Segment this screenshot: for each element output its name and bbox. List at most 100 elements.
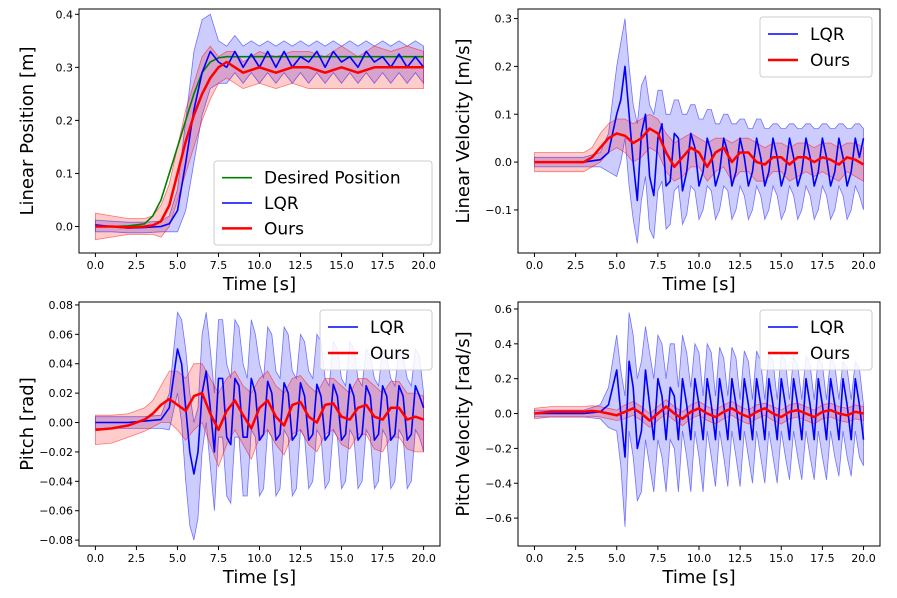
legend-box <box>213 160 433 246</box>
y-axis-label: Linear Velocity [m/s] <box>453 38 474 223</box>
x-tick-label: 0.0 <box>87 552 105 565</box>
y-tick-label: −0.02 <box>39 446 73 459</box>
series-line-ours <box>95 60 424 229</box>
x-tick-label: 5.0 <box>608 259 626 272</box>
y-tick-label: 0.3 <box>495 13 513 26</box>
y-tick-label: 0.06 <box>49 328 74 341</box>
x-tick-label: 20.0 <box>851 552 876 565</box>
plot-area <box>95 311 425 541</box>
x-tick-label: 20.0 <box>411 552 436 565</box>
x-tick-label: 2.5 <box>567 552 585 565</box>
subplot-3: 0.0 2.5 5.0 7.5 10.0 12.5 15.0 17.5 20.0 −0.08 −0.… <box>17 299 441 588</box>
x-tick-label: 20.0 <box>411 259 436 272</box>
legend: LQR Ours <box>319 309 433 371</box>
y-tick-label: −0.1 <box>485 204 512 217</box>
y-tick-label: 0.4 <box>56 8 74 21</box>
x-tick-label: 12.5 <box>288 552 313 565</box>
subplot-1: 0.0 2.5 5.0 7.5 10.0 12.5 15.0 17.5 20.0 0.0 0.1 0.… <box>17 8 441 295</box>
series-line-ours <box>95 391 425 432</box>
legend-label: LQR <box>810 25 845 45</box>
x-tick-label: 7.5 <box>210 552 228 565</box>
x-tick-label: 12.5 <box>288 259 313 272</box>
legend: Desired Position LQR Ours <box>213 160 433 246</box>
legend-label: Ours <box>810 344 850 364</box>
band-ours <box>534 113 864 182</box>
x-tick-label: 7.5 <box>649 552 667 565</box>
series-line-ours <box>534 127 865 169</box>
x-tick-label: 7.5 <box>210 259 228 272</box>
band-lqr <box>534 18 864 244</box>
x-tick-label: 15.0 <box>329 259 354 272</box>
x-tick-label: 2.5 <box>567 259 585 272</box>
x-axis-label: Time [s] <box>661 274 735 295</box>
x-tick-label: 17.5 <box>370 259 395 272</box>
legend-label: Ours <box>264 219 304 239</box>
x-tick-label: 0.0 <box>526 259 544 272</box>
x-tick-label: 2.5 <box>128 552 146 565</box>
x-tick-label: 17.5 <box>370 552 395 565</box>
x-tick-label: 5.0 <box>608 552 626 565</box>
y-tick-label: 0.4 <box>495 338 513 351</box>
x-tick-label: 12.5 <box>728 552 753 565</box>
legend-label: Ours <box>370 344 410 364</box>
x-tick-label: 10.0 <box>687 259 712 272</box>
y-tick-label: −0.6 <box>485 512 512 525</box>
subplot-2: 0.0 2.5 5.0 7.5 10.0 12.5 15.0 17.5 20.0 −0.1 0.0 0… <box>453 8 881 295</box>
legend-label: Ours <box>810 51 850 71</box>
legend-label: LQR <box>264 194 299 214</box>
y-tick-label: 0.3 <box>56 61 74 74</box>
legend: LQR Ours <box>759 309 873 371</box>
x-axis-label: Time [s] <box>661 567 735 588</box>
y-tick-label: 0.6 <box>495 303 513 316</box>
y-tick-label: 0.00 <box>49 417 74 430</box>
y-tick-label: −0.04 <box>39 475 73 488</box>
x-tick-label: 15.0 <box>329 552 354 565</box>
x-tick-label: 15.0 <box>769 552 794 565</box>
band-ours <box>95 45 424 241</box>
y-tick-label: 0.0 <box>495 408 513 421</box>
y-tick-label: −0.08 <box>39 534 73 547</box>
plot-area <box>534 18 865 244</box>
x-tick-label: 0.0 <box>87 259 105 272</box>
x-tick-label: 0.0 <box>526 552 544 565</box>
x-tick-label: 20.0 <box>851 259 876 272</box>
legend-box <box>319 309 433 371</box>
x-tick-label: 2.5 <box>128 259 146 272</box>
legend: LQR Ours <box>759 16 873 78</box>
legend-box <box>759 16 873 78</box>
legend-label: LQR <box>370 318 405 338</box>
y-axis-label: Pitch Velocity [rad/s] <box>453 331 474 516</box>
y-tick-label: 0.0 <box>56 220 74 233</box>
y-tick-label: 0.0 <box>495 156 513 169</box>
x-tick-label: 5.0 <box>169 552 187 565</box>
y-tick-label: 0.1 <box>56 167 74 180</box>
y-tick-label: −0.4 <box>485 477 512 490</box>
x-tick-label: 15.0 <box>769 259 794 272</box>
legend-label: LQR <box>810 318 845 338</box>
legend-label: Desired Position <box>264 169 401 189</box>
x-tick-label: 7.5 <box>649 259 667 272</box>
x-tick-label: 5.0 <box>169 259 187 272</box>
x-tick-label: 10.0 <box>687 552 712 565</box>
y-tick-label: 0.04 <box>49 358 74 371</box>
subplot-4: 0.0 2.5 5.0 7.5 10.0 12.5 15.0 17.5 20.0 −0.6 −0.4… <box>453 301 881 588</box>
series-line-lqr <box>95 348 425 475</box>
y-tick-label: 0.02 <box>49 387 74 400</box>
y-tick-label: 0.2 <box>495 60 513 73</box>
series-line-ours <box>534 405 864 422</box>
y-axis-label: Linear Position [m] <box>17 46 38 215</box>
legend-box <box>759 309 873 371</box>
x-tick-label: 12.5 <box>728 259 753 272</box>
y-tick-label: −0.2 <box>485 442 512 455</box>
y-axis-label: Pitch [rad] <box>17 377 38 470</box>
y-tick-label: 0.08 <box>49 299 74 312</box>
series-line-lqr <box>95 50 425 229</box>
x-tick-label: 10.0 <box>247 552 272 565</box>
x-tick-label: 17.5 <box>810 552 835 565</box>
x-axis-label: Time [s] <box>222 567 296 588</box>
y-tick-label: −0.06 <box>39 505 73 518</box>
y-tick-label: 0.2 <box>495 373 513 386</box>
plot-area <box>95 13 425 241</box>
y-tick-label: 0.2 <box>56 114 74 127</box>
